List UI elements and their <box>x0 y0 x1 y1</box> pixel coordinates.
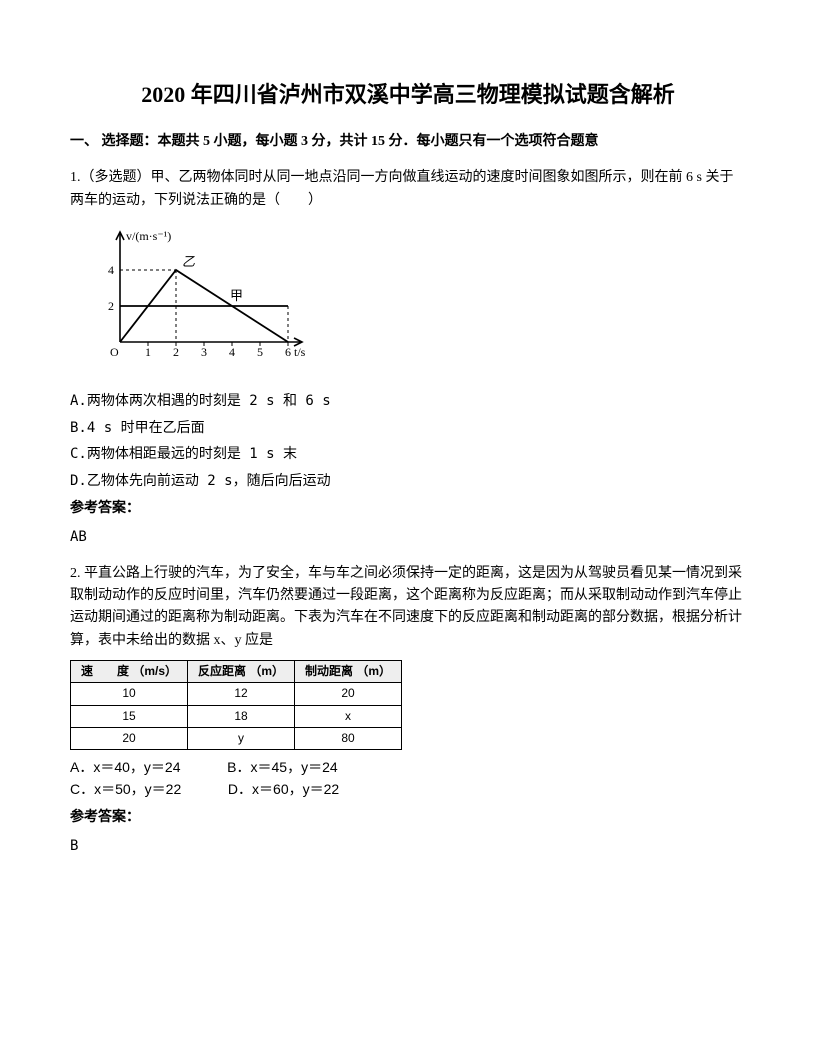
cell: 12 <box>188 683 295 705</box>
origin-o: O <box>110 345 119 359</box>
q2-answer-label: 参考答案： <box>70 807 746 829</box>
xtick-5: 5 <box>257 345 263 359</box>
col-brake: 制动距离 （m） <box>295 661 402 683</box>
label-jia: 甲 <box>230 288 243 303</box>
cell: x <box>295 705 402 727</box>
q2-answer: B <box>70 835 746 857</box>
cell: 80 <box>295 727 402 749</box>
q1-stem: 1.（多选题）甲、乙两物体同时从同一地点沿同一方向做直线运动的速度时间图象如图所… <box>70 167 746 212</box>
q1-option-b: B.4 s 时甲在乙后面 <box>70 417 746 439</box>
cell: y <box>188 727 295 749</box>
q1-option-a: A.两物体两次相遇的时刻是 2 s 和 6 s <box>70 390 746 412</box>
xtick-3: 3 <box>201 345 207 359</box>
table-row: 10 12 20 <box>71 683 402 705</box>
q2-stem: 2. 平直公路上行驶的汽车，为了安全，车与车之间必须保持一定的距离，这是因为从驾… <box>70 563 746 653</box>
ytick-4: 4 <box>108 263 114 277</box>
col-react: 反应距离 （m） <box>188 661 295 683</box>
xtick-6: 6 <box>285 345 291 359</box>
cell: 20 <box>71 727 188 749</box>
ytick-2: 2 <box>108 299 114 313</box>
table-row: 20 y 80 <box>71 727 402 749</box>
q1-option-c: C.两物体相距最远的时刻是 1 s 末 <box>70 443 746 465</box>
axis-y-label: v/(m·s⁻¹) <box>126 229 171 243</box>
q1-option-d: D.乙物体先向前运动 2 s，随后向后运动 <box>70 470 746 492</box>
xtick-1: 1 <box>145 345 151 359</box>
cell: 10 <box>71 683 188 705</box>
axis-x-label: t/s <box>294 345 306 359</box>
label-yi: 乙 <box>182 254 195 269</box>
q2-options-line1: A．x＝40，y＝24 B．x＝45，y＝24 <box>70 756 746 778</box>
table-header-row: 速 度 （m/s） 反应距离 （m） 制动距离 （m） <box>71 661 402 683</box>
cell: 18 <box>188 705 295 727</box>
q1-answer-label: 参考答案： <box>70 498 746 520</box>
q1-answer: AB <box>70 526 746 548</box>
q2-table: 速 度 （m/s） 反应距离 （m） 制动距离 （m） 10 12 20 15 … <box>70 660 402 750</box>
q2-options-line2: C．x＝50，y＝22 D．x＝60，y＝22 <box>70 778 746 800</box>
cell: 20 <box>295 683 402 705</box>
section-header: 一、 选择题：本题共 5 小题，每小题 3 分，共计 15 分．每小题只有一个选… <box>70 131 746 153</box>
xtick-2: 2 <box>173 345 179 359</box>
xtick-4: 4 <box>229 345 235 359</box>
table-row: 15 18 x <box>71 705 402 727</box>
cell: 15 <box>71 705 188 727</box>
q1-chart: v/(m·s⁻¹) t/s 4 2 O 1 2 3 4 5 6 乙 甲 <box>80 222 746 380</box>
col-speed: 速 度 （m/s） <box>71 661 188 683</box>
page-title: 2020 年四川省泸州市双溪中学高三物理模拟试题含解析 <box>70 80 746 111</box>
